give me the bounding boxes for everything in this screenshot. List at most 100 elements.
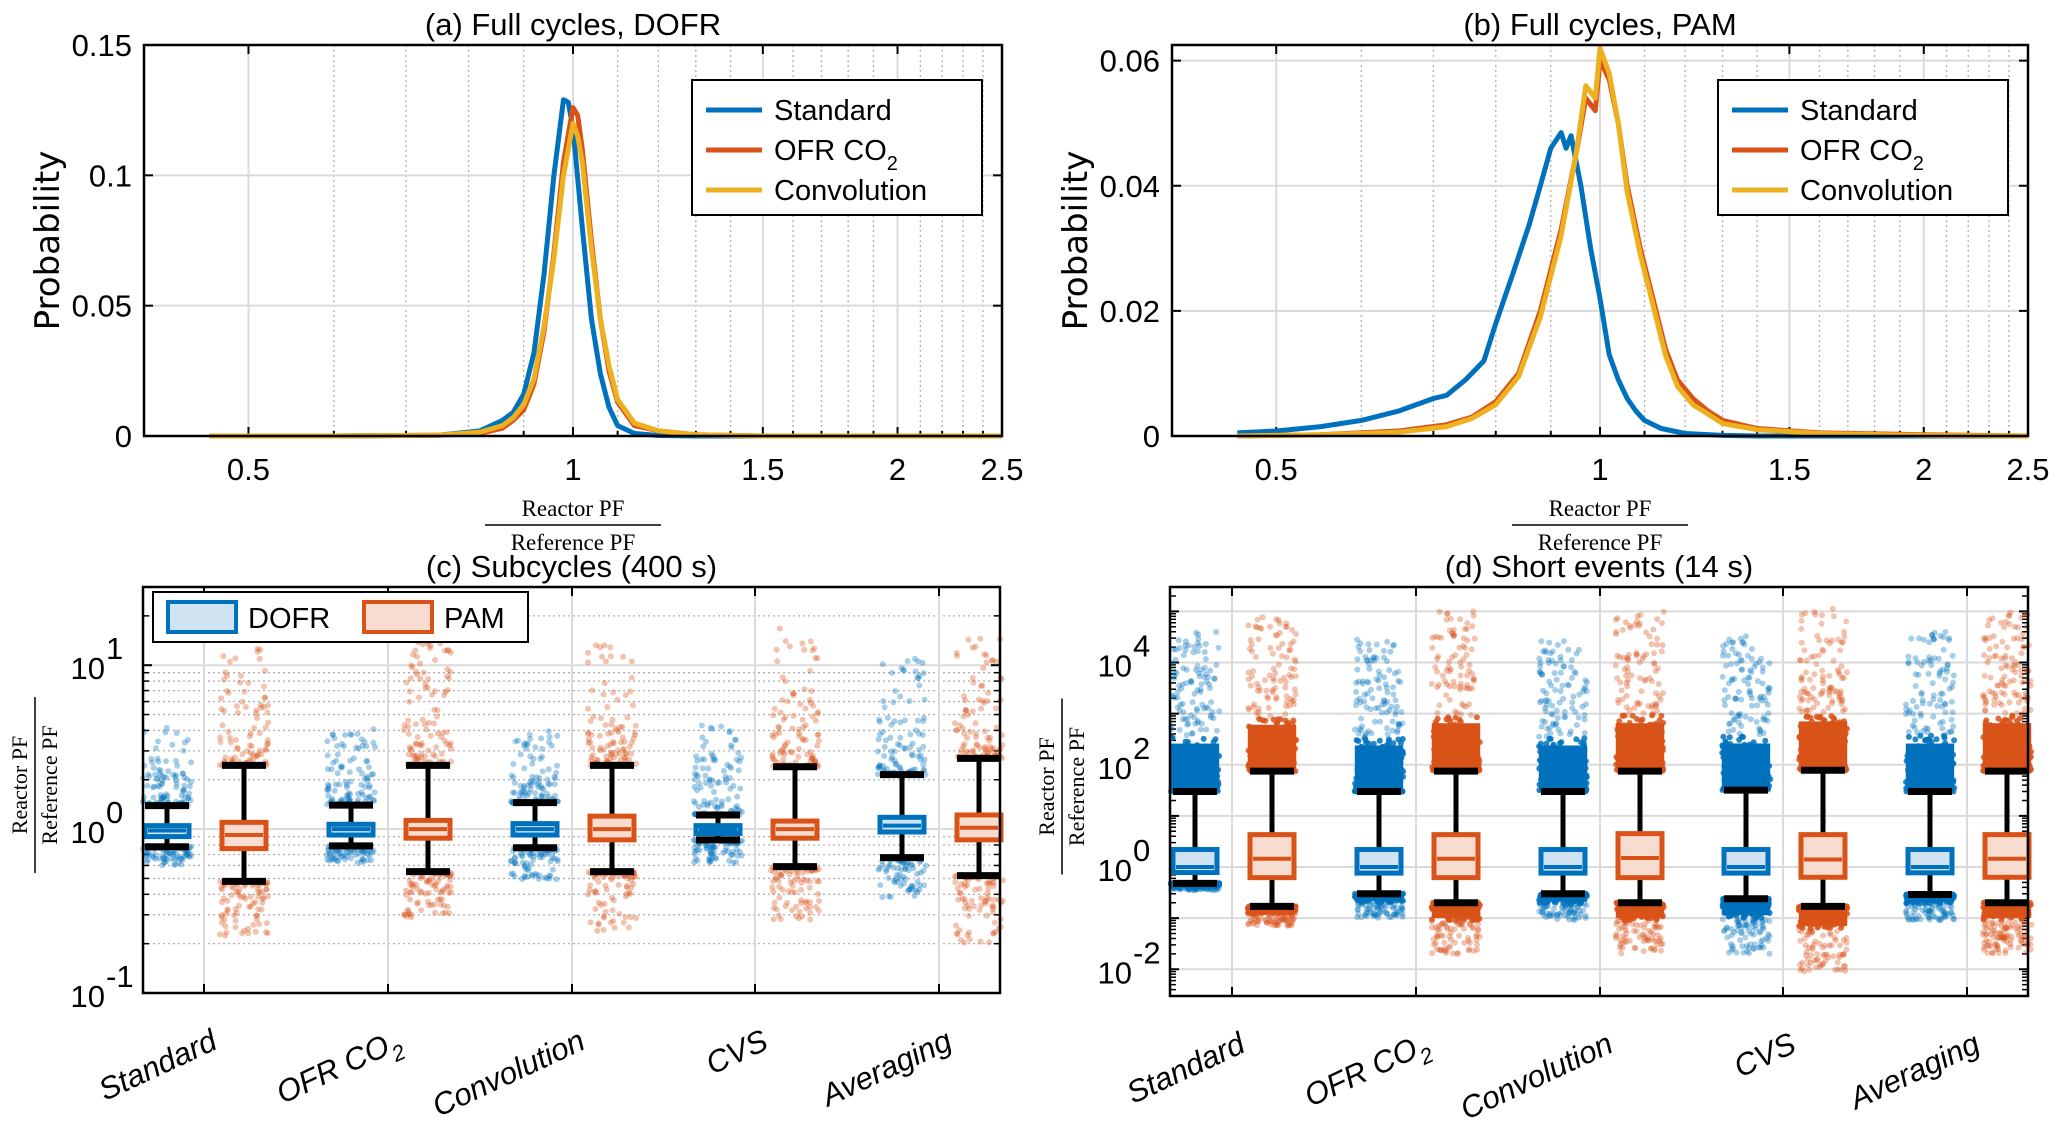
outlier-point <box>508 870 515 877</box>
outlier-point <box>886 862 893 869</box>
outlier-point <box>170 851 176 858</box>
outlier-point <box>1177 886 1184 893</box>
outlier-point <box>406 698 413 705</box>
outlier-point <box>917 756 924 763</box>
outlier-point <box>1949 709 1956 716</box>
outlier-point <box>511 789 518 796</box>
outlier-point <box>1354 666 1361 673</box>
outlier-point <box>157 792 164 798</box>
outlier-point <box>923 862 930 869</box>
outlier-point <box>1000 877 1006 884</box>
outlier-point <box>1375 704 1382 711</box>
outlier-point <box>795 726 802 733</box>
outlier-point <box>342 779 349 785</box>
category-label: Convolution <box>1455 1026 1618 1127</box>
outlier-point <box>1742 633 1749 640</box>
outlier-point <box>603 886 610 893</box>
outlier-point <box>324 738 331 745</box>
outlier-point <box>254 715 260 721</box>
outlier-point <box>965 636 972 643</box>
outlier-point <box>405 730 412 737</box>
outlier-point <box>1176 645 1183 652</box>
outlier-point <box>518 852 525 859</box>
category-label: CVS <box>700 1022 773 1081</box>
outlier-point <box>990 930 997 937</box>
outlier-point <box>1581 730 1588 736</box>
box-iqr <box>1170 847 1220 876</box>
outlier-point <box>920 670 927 677</box>
outlier-point <box>990 748 997 755</box>
outlier-point <box>801 686 808 693</box>
outlier-point <box>345 792 352 799</box>
outlier-point <box>959 725 966 732</box>
outlier-point <box>1538 638 1545 645</box>
outlier-point <box>222 932 229 939</box>
outlier-point <box>885 863 892 870</box>
outlier-point <box>889 669 896 676</box>
outlier-point <box>954 885 961 892</box>
outlier-point <box>696 847 703 853</box>
outlier-point <box>360 850 367 857</box>
outlier-point <box>881 704 888 711</box>
outlier-point <box>157 767 164 774</box>
outlier-point <box>512 738 519 745</box>
outlier-point <box>1542 708 1549 715</box>
outlier-point <box>443 885 450 891</box>
box-dofr-1 <box>323 726 379 866</box>
outlier-point <box>897 719 904 726</box>
outlier-point <box>159 772 166 779</box>
outlier-point <box>797 701 804 708</box>
outlier-point <box>1389 727 1396 734</box>
outlier-point <box>1915 671 1922 678</box>
outlier-point <box>732 805 739 812</box>
outlier-point <box>247 750 254 757</box>
outlier-point <box>709 851 716 858</box>
outlier-point <box>403 892 410 898</box>
outlier-point <box>1940 908 1947 915</box>
outlier-point <box>730 859 736 866</box>
outlier-point <box>532 790 539 797</box>
outlier-point <box>722 847 729 854</box>
outlier-point <box>692 800 699 807</box>
outlier-point <box>628 877 635 884</box>
outlier-point <box>325 786 332 793</box>
outlier-point <box>1382 681 1389 688</box>
outlier-point <box>1905 653 1912 660</box>
outlier-point <box>986 737 993 744</box>
outlier-point <box>1733 695 1740 702</box>
outlier-point <box>809 754 815 761</box>
outlier-point <box>594 757 601 764</box>
outlier-point <box>1179 700 1186 707</box>
outlier-point <box>529 760 536 767</box>
outlier-point <box>728 744 735 751</box>
outlier-point <box>542 851 549 858</box>
outlier-point <box>146 852 153 859</box>
outlier-point <box>804 751 811 758</box>
outlier-point <box>1355 910 1362 917</box>
outlier-point <box>1184 721 1191 728</box>
y-tick-exponent: 1 <box>106 631 123 666</box>
outlier-point <box>536 775 543 782</box>
outlier-point <box>1399 736 1406 742</box>
outlier-point <box>773 646 780 653</box>
outlier-point <box>432 881 439 888</box>
legend-label: PAM <box>444 603 505 635</box>
outlier-point <box>527 735 534 742</box>
outlier-point <box>985 749 992 756</box>
outlier-point <box>912 766 919 773</box>
outlier-point <box>807 748 814 755</box>
outlier-point <box>326 852 333 859</box>
outlier-point <box>1187 678 1194 685</box>
outlier-point <box>621 755 628 762</box>
outlier-point <box>1366 647 1373 654</box>
outlier-point <box>238 894 245 901</box>
category-label-text: Convolution <box>1455 1026 1618 1127</box>
outlier-point <box>338 764 345 771</box>
outlier-point <box>358 848 365 855</box>
outlier-point <box>973 734 980 741</box>
outlier-point <box>709 843 716 850</box>
outlier-point <box>983 912 990 919</box>
outlier-point <box>335 857 342 864</box>
outlier-point <box>1376 685 1383 692</box>
outlier-point <box>1188 712 1195 719</box>
